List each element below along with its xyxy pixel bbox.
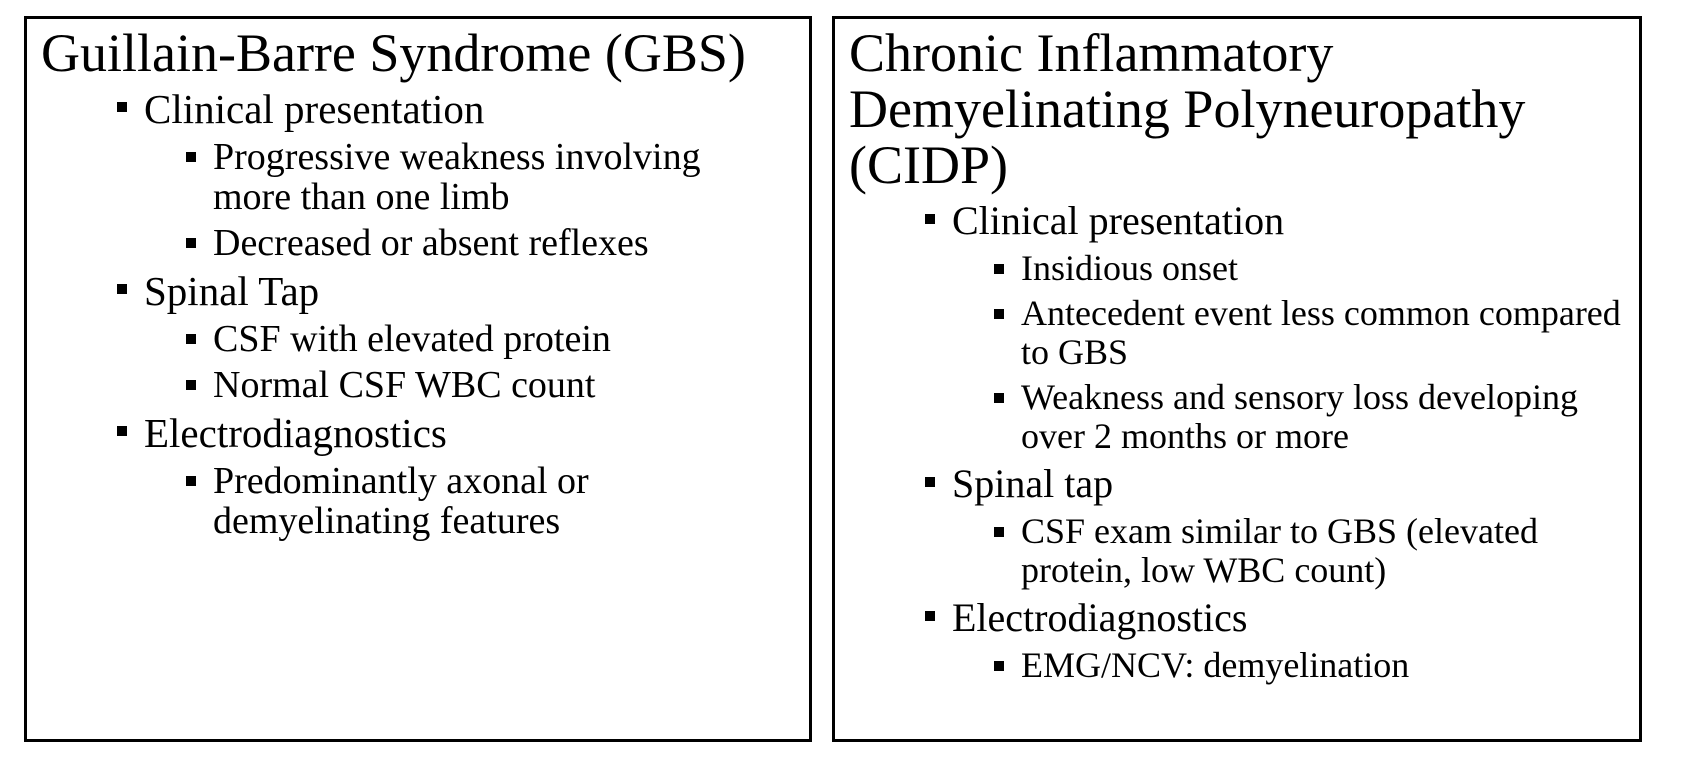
sub-bullet-item: Weakness and sensory loss developing ove… [849, 378, 1621, 456]
panel-title: Chronic Inflammatory Demyelinating Polyn… [849, 23, 1526, 195]
sub-bullet-item: EMG/NCV: demyelination [849, 646, 1621, 685]
bullet-item: Electrodiagnostics [849, 596, 1625, 640]
panel-title: Guillain-Barre Syndrome (GBS) [41, 23, 746, 83]
sub-bullet-item: Insidious onset [849, 249, 1621, 288]
sub-bullet-item: Decreased or absent reflexes [41, 223, 773, 263]
panel: Chronic Inflammatory Demyelinating Polyn… [832, 16, 1642, 742]
sub-bullet-item: Predominantly axonal or demyelinating fe… [41, 461, 773, 541]
panel: Guillain-Barre Syndrome (GBS) Clinical pr… [24, 16, 812, 742]
sub-bullet-item: Normal CSF WBC count [41, 365, 773, 405]
bullet-item: Spinal tap [849, 462, 1625, 506]
bullet-item: Clinical presentation [849, 199, 1625, 243]
sub-bullet-item: CSF exam similar to GBS (elevated protei… [849, 512, 1621, 590]
bullet-item: Spinal Tap [41, 269, 795, 313]
bullet-item: Clinical presentation [41, 87, 795, 131]
sub-bullet-item: CSF with elevated protein [41, 319, 773, 359]
sub-bullet-item: Antecedent event less common compared to… [849, 294, 1621, 372]
sub-bullet-item: Progressive weakness involving more than… [41, 137, 773, 217]
bullet-item: Electrodiagnostics [41, 411, 795, 455]
